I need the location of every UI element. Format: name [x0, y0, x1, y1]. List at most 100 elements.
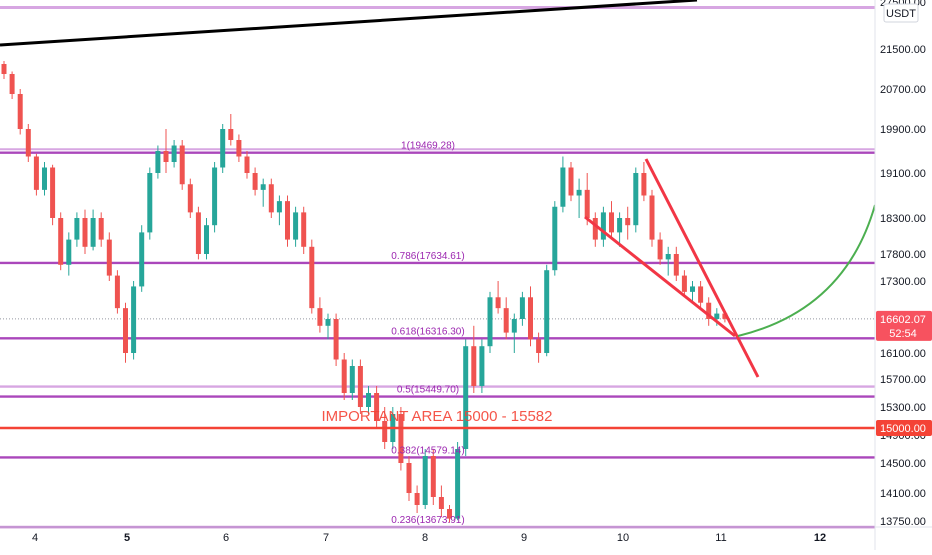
support-price-label: 15000.00 [880, 423, 926, 435]
candle-body [244, 156, 250, 173]
candle [276, 195, 282, 226]
candle-body [681, 275, 687, 292]
candle [212, 162, 218, 233]
candle-body [584, 189, 590, 218]
candle [228, 114, 234, 146]
price-axis[interactable]: 13750.0014100.0014500.0014900.0015300.00… [874, 0, 932, 550]
candle-body [9, 74, 15, 94]
date-axis[interactable]: 4 5 6 7 8 9 10 11 12 [0, 526, 932, 544]
date-tick-label: 12 [814, 532, 826, 544]
candle [66, 232, 72, 276]
candle-body [600, 212, 606, 240]
candle [584, 173, 590, 226]
candle-body [609, 212, 614, 233]
date-tick-label: 9 [521, 532, 527, 544]
fib-level-label: 0.786(17634.61) [391, 251, 464, 262]
candle-body [536, 339, 542, 353]
candle-body [349, 366, 355, 393]
candle-body [471, 346, 477, 386]
candle [463, 339, 469, 456]
candle [293, 206, 299, 247]
candle [349, 359, 355, 400]
candle [495, 281, 501, 314]
drawings-layer[interactable] [0, 0, 876, 430]
candle [519, 291, 525, 326]
candle-body [414, 493, 420, 505]
fib-retracement[interactable] [0, 6, 875, 529]
candle [268, 178, 274, 218]
candle-body [187, 184, 193, 213]
candle-body [487, 297, 493, 347]
candle [236, 134, 242, 162]
current-price-tag[interactable] [876, 310, 932, 341]
candle-body [325, 319, 331, 326]
candle [536, 332, 542, 363]
candle-body [25, 129, 31, 157]
candle-body [576, 189, 582, 196]
projection-curve[interactable] [737, 204, 876, 337]
candle-body [625, 218, 631, 226]
candle-body [74, 218, 80, 240]
candle [285, 195, 290, 247]
candle-body [171, 145, 177, 162]
candle [706, 297, 712, 326]
candle [633, 167, 639, 233]
candle-body [398, 414, 404, 463]
candle-body [252, 173, 258, 190]
candle [58, 212, 64, 271]
date-tick-label: 4 [32, 532, 38, 544]
candle-body [511, 319, 517, 333]
candle [665, 246, 671, 276]
candle [260, 178, 266, 207]
candle [333, 313, 339, 366]
candle-body [528, 297, 533, 340]
candle [673, 246, 679, 281]
candle [560, 156, 566, 213]
candle [657, 232, 663, 265]
wedge-upper-line[interactable] [644, 158, 760, 378]
date-tick-label: 7 [323, 532, 329, 544]
candle-body [293, 212, 299, 240]
candle-body [114, 275, 120, 309]
candle [155, 145, 161, 179]
candle-body [58, 218, 64, 265]
candle-body [33, 156, 39, 190]
candle-body [698, 286, 704, 303]
candle [430, 449, 436, 505]
candle [609, 201, 614, 240]
candle [544, 264, 550, 357]
currency-label: USDT [886, 8, 916, 20]
currency-badge[interactable] [883, 3, 919, 23]
candle [106, 232, 112, 281]
candle-body [98, 218, 104, 240]
candle [17, 89, 23, 135]
candle-body [503, 308, 509, 333]
candle [9, 71, 15, 99]
candle [325, 313, 331, 340]
support-price-tag[interactable] [876, 420, 932, 436]
candle-body [568, 167, 574, 196]
candle-body [139, 232, 145, 287]
candle-body [17, 94, 23, 129]
fib-level-label: 1(19469.28) [401, 141, 455, 152]
fib-level-label: 0.5(15449.70) [397, 385, 459, 396]
candle [82, 209, 88, 254]
trendline[interactable] [0, 0, 698, 47]
candle [511, 313, 517, 353]
candle-body [690, 286, 695, 292]
candle-body [285, 201, 290, 240]
candle [42, 162, 47, 196]
price-tick-label: 15700.00 [880, 374, 926, 386]
price-tick-label: 19900.00 [880, 124, 926, 136]
candle-body [665, 254, 671, 260]
labels-layer: 1(19469.28) 0.786(17634.61) 0.618(16316.30… [322, 141, 553, 526]
wedge-lower-line[interactable] [584, 215, 736, 338]
fib-level-label: 0.382(14579.14) [391, 445, 464, 456]
candle [681, 270, 687, 298]
candle [90, 209, 96, 251]
candle-body [722, 313, 728, 319]
candle-body [617, 218, 623, 233]
candle-body [479, 346, 485, 386]
candle [374, 386, 380, 428]
